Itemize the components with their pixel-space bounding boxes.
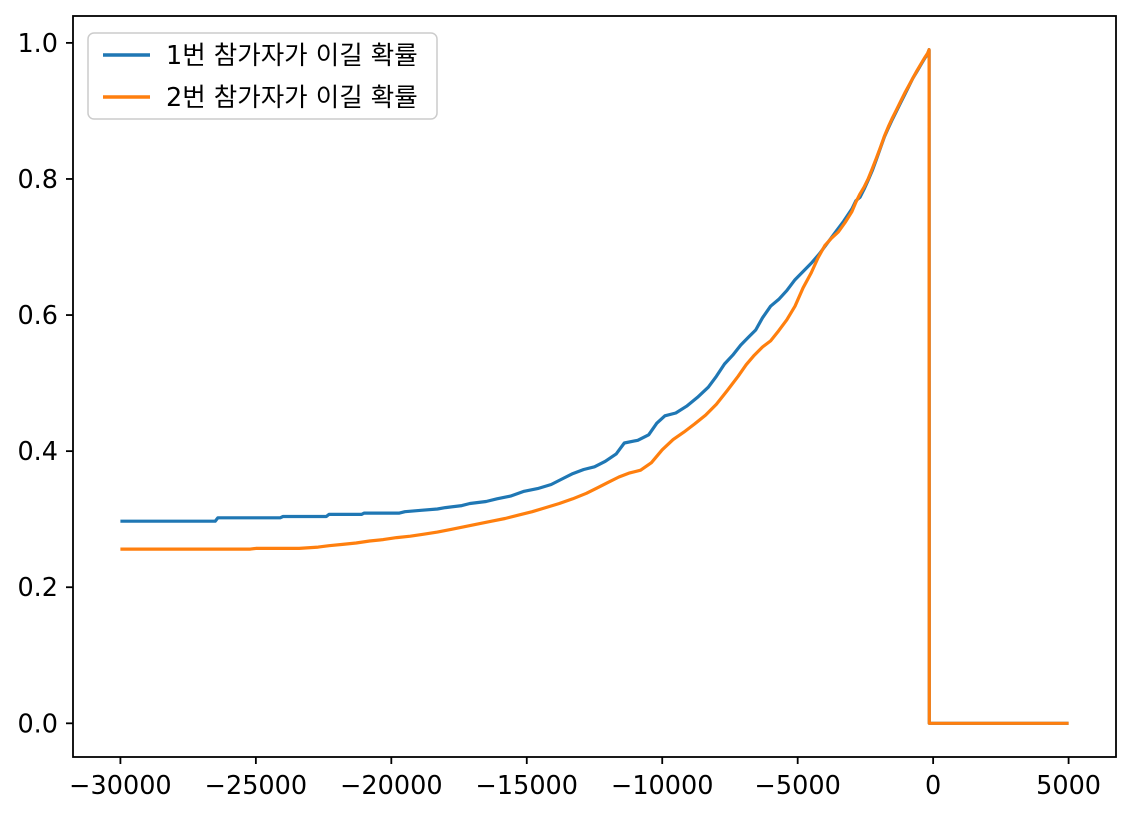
x-axis-tick-label: −15000 bbox=[476, 771, 579, 801]
legend-label-participant-1: 1번 참가자가 이길 확률 bbox=[166, 41, 418, 71]
x-axis-tick-label: −5000 bbox=[755, 771, 841, 801]
legend-box bbox=[87, 32, 438, 120]
y-axis-tick-label: 1.0 bbox=[17, 29, 58, 59]
x-axis-tick-label: −20000 bbox=[340, 771, 443, 801]
y-axis-tick-label: 0.4 bbox=[17, 437, 58, 467]
y-axis-tick-label: 0.0 bbox=[17, 709, 58, 739]
x-axis-tick-label: 0 bbox=[925, 771, 941, 801]
series-line-participant-2 bbox=[120, 48, 1069, 725]
plot-border bbox=[72, 15, 1117, 758]
y-axis-tick-label: 0.2 bbox=[17, 573, 58, 603]
x-axis-tick-label: −10000 bbox=[611, 771, 714, 801]
y-axis-tick-label: 0.8 bbox=[17, 165, 58, 195]
y-axis-tick-label: 0.6 bbox=[17, 301, 58, 331]
x-axis-tick-label: −25000 bbox=[205, 771, 308, 801]
x-axis-tick-label: −30000 bbox=[69, 771, 172, 801]
legend-label-participant-2: 2번 참가자가 이길 확률 bbox=[166, 83, 418, 113]
x-axis-tick-label: 5000 bbox=[1036, 771, 1101, 801]
